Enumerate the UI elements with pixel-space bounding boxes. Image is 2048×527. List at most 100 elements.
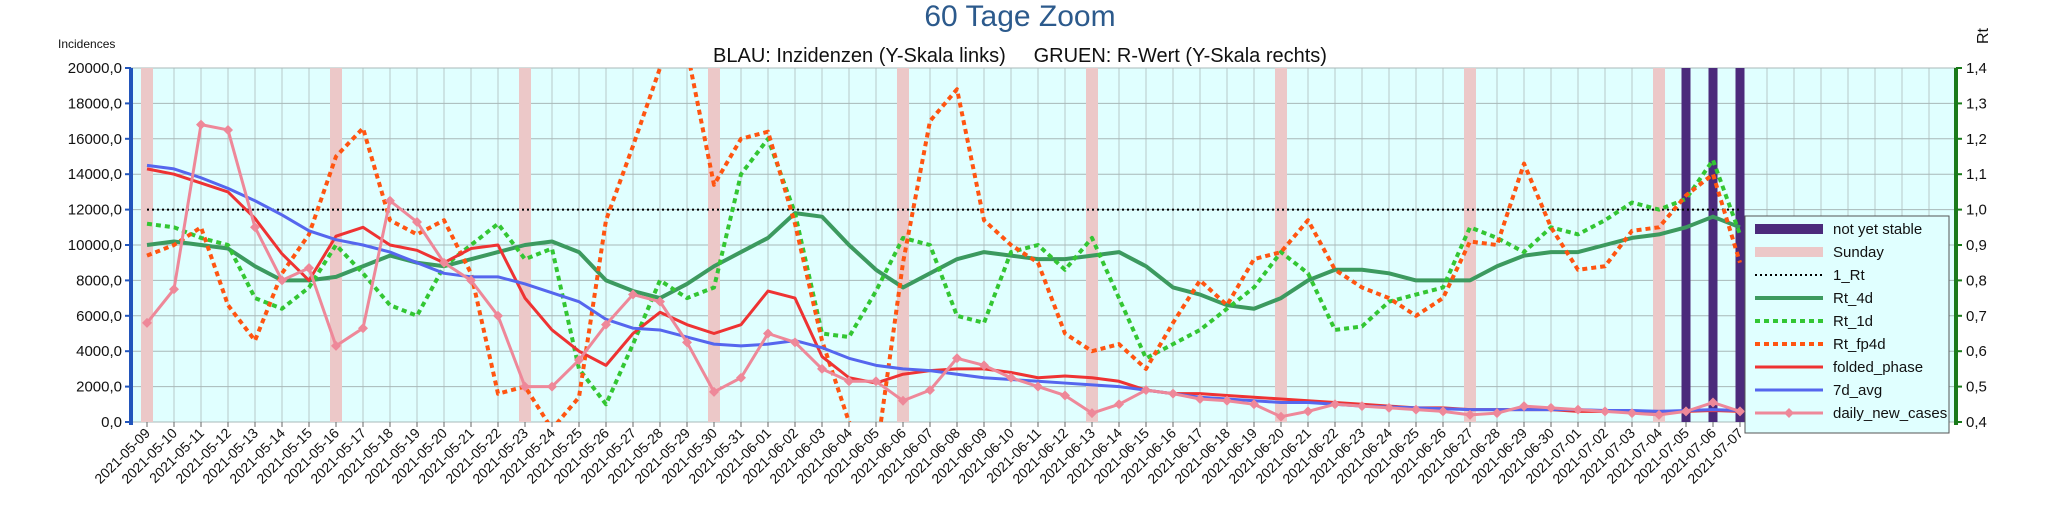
bar xyxy=(1653,68,1665,422)
series-marker xyxy=(898,395,908,406)
y2-tick-label: 0,7 xyxy=(1966,308,1987,325)
series-marker xyxy=(520,381,530,392)
series-marker xyxy=(1627,408,1637,419)
series-marker xyxy=(1060,390,1070,401)
series-marker xyxy=(601,319,611,330)
y-tick-label: 8000,0 xyxy=(76,272,122,289)
series-marker xyxy=(790,337,800,348)
series-marker xyxy=(574,355,584,366)
y2-tick-label: 0,8 xyxy=(1966,272,1987,289)
series-marker xyxy=(277,275,287,286)
legend-symbol xyxy=(1755,224,1823,234)
series-marker xyxy=(1465,409,1475,420)
bar xyxy=(1735,68,1745,422)
plot-area xyxy=(141,68,1745,422)
series-marker xyxy=(1249,399,1259,410)
series-marker xyxy=(196,119,206,130)
series-line xyxy=(146,136,1742,407)
series-marker xyxy=(385,195,395,206)
series-marker xyxy=(493,310,503,321)
series-marker xyxy=(1546,402,1556,413)
chart-subtitle: BLAU: Inzidenzen (Y-Skala links) GRUEN: … xyxy=(713,45,1327,67)
y-tick-label: 10000,0 xyxy=(68,237,122,254)
series-marker xyxy=(1681,406,1691,417)
series-marker xyxy=(844,376,854,387)
series-marker xyxy=(709,386,719,397)
series-marker xyxy=(1384,402,1394,413)
y-tick-label: 18000,0 xyxy=(68,95,122,112)
y-tick-label: 20000,0 xyxy=(68,60,122,77)
legend-label: Rt_1d xyxy=(1833,313,1873,330)
series-line xyxy=(146,68,1742,422)
series-marker xyxy=(1708,397,1718,408)
series-marker xyxy=(1033,381,1043,392)
y-tick-label: 4000,0 xyxy=(76,343,122,360)
series-marker xyxy=(1519,401,1529,412)
series-marker xyxy=(1330,399,1340,410)
series-marker xyxy=(763,328,773,339)
series-marker xyxy=(736,372,746,383)
series-marker xyxy=(250,222,260,233)
legend-label: 7d_avg xyxy=(1833,382,1882,399)
y2-tick-label: 1,2 xyxy=(1966,131,1987,148)
y-tick-label: 14000,0 xyxy=(68,166,122,183)
y-axis-title: Incidences xyxy=(58,37,115,51)
y-tick-label: 12000,0 xyxy=(68,202,122,219)
series-marker xyxy=(952,353,962,364)
bar xyxy=(1708,68,1718,422)
bar xyxy=(897,68,909,422)
series-marker xyxy=(1006,372,1016,383)
legend-label: Rt_fp4d xyxy=(1833,336,1886,353)
series-marker xyxy=(142,317,152,328)
legend-label: Sunday xyxy=(1833,244,1884,261)
chart-title: 60 Tage Zoom xyxy=(924,0,1115,33)
series-marker xyxy=(331,340,341,351)
bar xyxy=(1681,68,1691,422)
y2-tick-label: 0,9 xyxy=(1966,237,1987,254)
y2-tick-label: 0,5 xyxy=(1966,379,1987,396)
y2-tick-label: 0,6 xyxy=(1966,343,1987,360)
series-marker xyxy=(1573,404,1583,415)
series-marker xyxy=(466,275,476,286)
legend-label: 1_Rt xyxy=(1833,267,1866,284)
series-marker xyxy=(1357,401,1367,412)
bar xyxy=(1086,68,1098,422)
series-marker xyxy=(871,376,881,387)
series-marker xyxy=(439,257,449,268)
series-marker xyxy=(1438,406,1448,417)
y-tick-label: 2000,0 xyxy=(76,379,122,396)
series-marker xyxy=(1303,406,1313,417)
series-marker xyxy=(925,385,935,396)
y2-tick-label: 1,1 xyxy=(1966,166,1987,183)
legend-label: folded_phase xyxy=(1833,359,1923,376)
bar xyxy=(708,68,720,422)
series-marker xyxy=(1114,399,1124,410)
series-marker xyxy=(412,216,422,227)
series-marker xyxy=(1600,406,1610,417)
series-marker xyxy=(628,289,638,300)
y2-tick-label: 1,4 xyxy=(1966,60,1987,77)
legend-label: Rt_4d xyxy=(1833,290,1873,307)
series-marker xyxy=(1411,404,1421,415)
y-tick-label: 16000,0 xyxy=(68,131,122,148)
series-marker xyxy=(1087,408,1097,419)
series-marker xyxy=(1141,385,1151,396)
series-marker xyxy=(169,284,179,295)
y2-tick-label: 1,0 xyxy=(1966,202,1987,219)
series-marker xyxy=(547,381,557,392)
series-marker xyxy=(1735,406,1745,417)
series-marker xyxy=(817,363,827,374)
series-marker xyxy=(1222,395,1232,406)
series-marker xyxy=(655,296,665,307)
legend-marker xyxy=(1784,408,1794,418)
y-tick-label: 6000,0 xyxy=(76,308,122,325)
series-marker xyxy=(979,360,989,371)
series-marker xyxy=(682,337,692,348)
y2-tick-label: 1,3 xyxy=(1966,95,1987,112)
y-tick-label: 0,0 xyxy=(101,414,122,431)
series-marker xyxy=(1276,411,1286,422)
series-marker xyxy=(304,263,314,274)
series-marker xyxy=(223,124,233,135)
